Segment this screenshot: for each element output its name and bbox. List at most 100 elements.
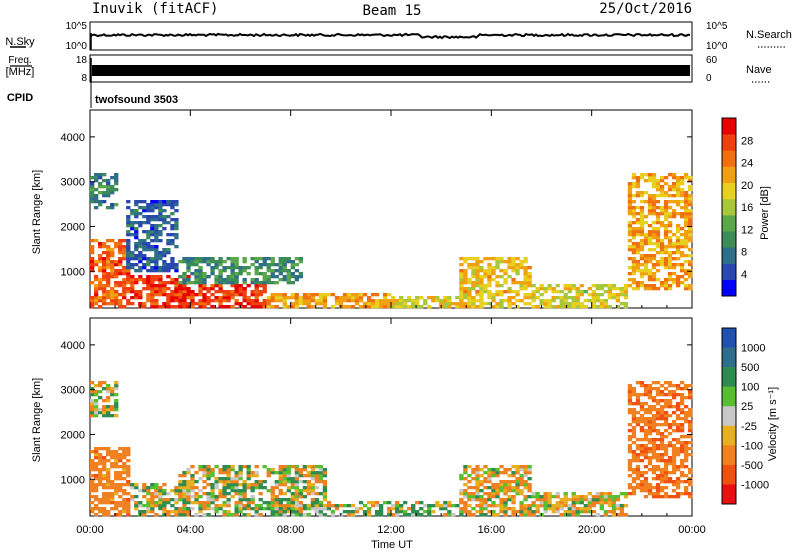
heatmap-cell-velocity-cells-1-6-44 bbox=[114, 381, 119, 385]
heatmap-cell-power-cells-10-139-15 bbox=[647, 260, 653, 264]
heatmap-cell-velocity-cells-3-32-12 bbox=[218, 477, 223, 481]
heatmap-cell-power-cells-0-5-5 bbox=[110, 290, 115, 294]
heatmap-cell-velocity-cells-6-122-6 bbox=[579, 495, 584, 499]
heatmap-cell-power-cells-8-104-2 bbox=[507, 299, 512, 303]
heatmap-cell-velocity-cells-3-35-6 bbox=[230, 495, 235, 499]
heatmap-cell-power-cells-3-16-34 bbox=[154, 203, 159, 207]
heatmap-cell-power-cells-5-31-13 bbox=[214, 266, 219, 270]
heatmap-cell-power-cells-10-140-9 bbox=[651, 278, 657, 282]
heatmap-cell-power-cells-8-109-9 bbox=[527, 278, 532, 282]
heatmap-cell-velocity-cells-0-4-18 bbox=[106, 459, 111, 463]
heatmap-cell-velocity-cells-5-102-10 bbox=[499, 483, 504, 487]
heatmap-cell-velocity-cells-7-147-37 bbox=[679, 402, 685, 406]
heatmap-cell-power-cells-0-5-12 bbox=[110, 269, 115, 273]
heatmap-cell-power-cells-5-50-15 bbox=[290, 260, 295, 264]
heatmap-cell-velocity-cells-4-80-0 bbox=[411, 513, 416, 517]
heatmap-cell-power-cells-0-1-1 bbox=[94, 302, 99, 306]
heatmap-cell-power-cells-9-126-2 bbox=[595, 299, 600, 303]
heatmap-cell-power-cells-10-145-44 bbox=[671, 173, 677, 177]
heatmap-cell-velocity-cells-0-8-5 bbox=[122, 498, 127, 502]
time-axis: 00:00 04:00 08:00 12:00 16:00 20:00 00:00 bbox=[76, 110, 706, 536]
heatmap-cell-velocity-cells-2-22-2 bbox=[178, 507, 183, 511]
heatmap-cell-power-cells-7-77-1 bbox=[399, 302, 404, 306]
heatmap-cell-power-cells-8-92-8 bbox=[459, 281, 464, 285]
heatmap-cell-power-cells-7-75-3 bbox=[391, 296, 396, 300]
heatmap-cell-power-cells-9-133-7 bbox=[623, 284, 629, 288]
heatmap-cell-power-cells-10-138-12 bbox=[643, 269, 649, 273]
heatmap-cell-power-cells-6-56-4 bbox=[314, 293, 320, 297]
heatmap-cell-velocity-cells-4-76-4 bbox=[395, 501, 400, 505]
heatmap-cell-power-cells-8-105-16 bbox=[511, 257, 516, 261]
heatmap-cell-velocity-cells-3-41-10 bbox=[254, 483, 259, 487]
heatmap-cell-velocity-cells-7-135-34 bbox=[631, 411, 637, 415]
heatmap-cell-power-cells-6-67-4 bbox=[358, 293, 364, 297]
heatmap-cell-power-cells-4-27-6 bbox=[198, 287, 203, 291]
heatmap-cell-velocity-cells-7-146-20 bbox=[675, 453, 681, 457]
heatmap-cell-velocity-cells-3-34-11 bbox=[226, 480, 231, 484]
heatmap-cell-velocity-cells-3-58-7 bbox=[322, 492, 328, 496]
heatmap-cell-power-cells-3-16-35 bbox=[154, 200, 159, 204]
heatmap-cell-velocity-cells-4-91-3 bbox=[455, 504, 460, 508]
heatmap-cell-power-cells-6-55-4 bbox=[310, 293, 316, 297]
heatmap-cell-power-cells-3-13-17 bbox=[142, 254, 147, 258]
heatmap-cell-velocity-cells-6-133-7 bbox=[623, 492, 629, 496]
heatmap-cell-velocity-cells-5-107-4 bbox=[519, 501, 524, 505]
heatmap-cell-power-cells-10-147-33 bbox=[679, 206, 685, 210]
heatmap-cell-power-cells-10-141-41 bbox=[655, 182, 661, 186]
heatmap-cell-velocity-cells-3-32-6 bbox=[218, 495, 223, 499]
heatmap-cell-velocity-cells-3-54-8 bbox=[306, 489, 312, 493]
heatmap-cell-power-cells-3-16-26 bbox=[154, 227, 159, 231]
heatmap-cell-power-cells-9-131-0 bbox=[615, 305, 621, 309]
heatmap-cell-velocity-cells-6-112-3 bbox=[539, 504, 544, 508]
heatmap-cell-power-cells-4-32-6 bbox=[218, 287, 223, 291]
heatmap-cell-power-cells-9-132-6 bbox=[619, 287, 625, 291]
heatmap-cell-power-cells-7-91-0 bbox=[455, 305, 460, 309]
heatmap-cell-velocity-cells-0-9-21 bbox=[126, 450, 131, 454]
heatmap-cell-power-cells-0-2-12 bbox=[98, 269, 103, 273]
heatmap-cell-velocity-cells-5-97-13 bbox=[479, 474, 484, 478]
heatmap-cell-velocity-cells-2-21-8 bbox=[174, 489, 179, 493]
heatmap-cell-power-cells-8-98-1 bbox=[483, 302, 488, 306]
heatmap-cell-velocity-cells-1-3-38 bbox=[102, 399, 107, 403]
heatmap-cell-power-cells-10-143-24 bbox=[663, 233, 669, 237]
heatmap-cell-power-cells-1-0-35 bbox=[90, 200, 95, 204]
heatmap-cell-velocity-cells-3-36-12 bbox=[234, 477, 239, 481]
heatmap-cell-velocity-cells-4-82-2 bbox=[419, 507, 424, 511]
heatmap-cell-power-cells-4-23-1 bbox=[182, 302, 187, 306]
heatmap-cell-power-cells-10-142-40 bbox=[659, 185, 665, 189]
heatmap-cell-power-cells-10-140-34 bbox=[651, 203, 657, 207]
heatmap-cell-velocity-cells-2-19-4 bbox=[166, 501, 171, 505]
heatmap-cell-velocity-cells-4-82-4 bbox=[419, 501, 424, 505]
heatmap-cell-velocity-cells-7-142-41 bbox=[659, 390, 665, 394]
heatmap-cell-velocity-cells-7-147-28 bbox=[679, 429, 685, 433]
heatmap-cell-velocity-cells-3-29-13 bbox=[206, 474, 211, 478]
heatmap-cell-power-cells-3-19-35 bbox=[166, 200, 171, 204]
heatmap-cell-velocity-cells-4-65-0 bbox=[350, 513, 356, 517]
heatmap-cell-velocity-cells-7-138-32 bbox=[643, 417, 649, 421]
heatmap-cell-velocity-cells-6-118-5 bbox=[563, 498, 568, 502]
heatmap-cell-power-cells-8-97-5 bbox=[479, 290, 484, 294]
heatmap-cell-power-cells-3-21-13 bbox=[174, 266, 179, 270]
heatmap-cell-power-cells-5-26-9 bbox=[194, 278, 199, 282]
heatmap-cell-velocity-cells-7-142-35 bbox=[659, 408, 665, 412]
heatmap-cell-velocity-cells-5-101-13 bbox=[495, 474, 500, 478]
heatmap-cell-velocity-cells-4-69-2 bbox=[366, 507, 372, 511]
heatmap-cell-velocity-cells-3-50-11 bbox=[290, 480, 295, 484]
heatmap-cell-velocity-cells-5-108-11 bbox=[523, 480, 528, 484]
heatmap-cell-power-cells-3-9-17 bbox=[126, 254, 131, 258]
heatmap-cell-power-cells-4-36-6 bbox=[234, 287, 239, 291]
heatmap-cell-power-cells-10-148-11 bbox=[683, 272, 689, 276]
heatmap-cell-velocity-cells-4-72-1 bbox=[378, 510, 384, 514]
heatmap-cell-power-cells-10-137-19 bbox=[639, 248, 645, 252]
heatmap-cell-power-cells-5-51-12 bbox=[294, 269, 299, 273]
heatmap-cell-velocity-cells-4-58-2 bbox=[322, 507, 328, 511]
heatmap-cell-power-cells-0-3-5 bbox=[102, 290, 107, 294]
heatmap-cell-power-cells-8-101-1 bbox=[495, 302, 500, 306]
heatmap-cell-power-cells-7-89-3 bbox=[447, 296, 452, 300]
heatmap-cell-velocity-cells-5-94-0 bbox=[467, 513, 472, 517]
heatmap-cell-power-cells-0-3-1 bbox=[102, 302, 107, 306]
heatmap-cell-velocity-cells-7-141-28 bbox=[655, 429, 661, 433]
heatmap-cell-power-cells-3-21-20 bbox=[174, 245, 179, 249]
heatmap-cell-power-cells-5-50-8 bbox=[290, 281, 295, 285]
heatmap-cell-velocity-cells-5-108-16 bbox=[523, 465, 528, 469]
